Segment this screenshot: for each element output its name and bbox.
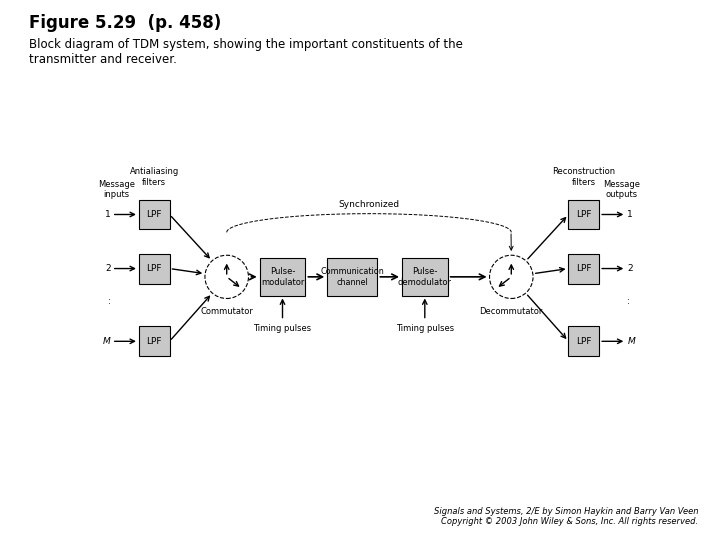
- Text: M: M: [627, 337, 635, 346]
- Text: 2: 2: [105, 264, 111, 273]
- Text: 2: 2: [627, 264, 633, 273]
- Text: LPF: LPF: [146, 264, 162, 273]
- Text: Figure 5.29  (p. 458): Figure 5.29 (p. 458): [29, 14, 221, 31]
- Bar: [139, 326, 169, 356]
- Text: :: :: [627, 298, 630, 306]
- Text: :: :: [108, 298, 111, 306]
- Text: Pulse-
modulator: Pulse- modulator: [261, 267, 304, 287]
- Text: Commutator: Commutator: [200, 307, 253, 316]
- Text: Decommutator: Decommutator: [480, 307, 543, 316]
- Text: Pulse-
demodulator: Pulse- demodulator: [397, 267, 452, 287]
- Bar: [327, 258, 377, 295]
- Text: Timing pulses: Timing pulses: [253, 324, 312, 333]
- Bar: [139, 254, 169, 284]
- Text: M: M: [103, 337, 111, 346]
- Text: LPF: LPF: [146, 337, 162, 346]
- Bar: [260, 258, 305, 295]
- Bar: [569, 326, 599, 356]
- Text: Signals and Systems, 2/E by Simon Haykin and Barry Van Veen
Copyright © 2003 Joh: Signals and Systems, 2/E by Simon Haykin…: [434, 507, 698, 526]
- Text: Message
outputs: Message outputs: [603, 180, 639, 199]
- Bar: [569, 199, 599, 230]
- Bar: [402, 258, 448, 295]
- Text: 1: 1: [105, 210, 111, 219]
- Text: Communication
channel: Communication channel: [320, 267, 384, 287]
- Text: Block diagram of TDM system, showing the important constituents of the
transmitt: Block diagram of TDM system, showing the…: [29, 38, 463, 66]
- Text: Message
inputs: Message inputs: [99, 180, 135, 199]
- Text: Timing pulses: Timing pulses: [396, 324, 454, 333]
- Bar: [569, 254, 599, 284]
- Text: LPF: LPF: [576, 337, 592, 346]
- Text: 1: 1: [627, 210, 633, 219]
- Text: Synchronized: Synchronized: [338, 200, 400, 208]
- Bar: [139, 199, 169, 230]
- Text: Reconstruction
filters: Reconstruction filters: [552, 167, 616, 187]
- Text: Antialiasing
filters: Antialiasing filters: [130, 167, 179, 187]
- Text: LPF: LPF: [146, 210, 162, 219]
- Text: LPF: LPF: [576, 264, 592, 273]
- Text: LPF: LPF: [576, 210, 592, 219]
